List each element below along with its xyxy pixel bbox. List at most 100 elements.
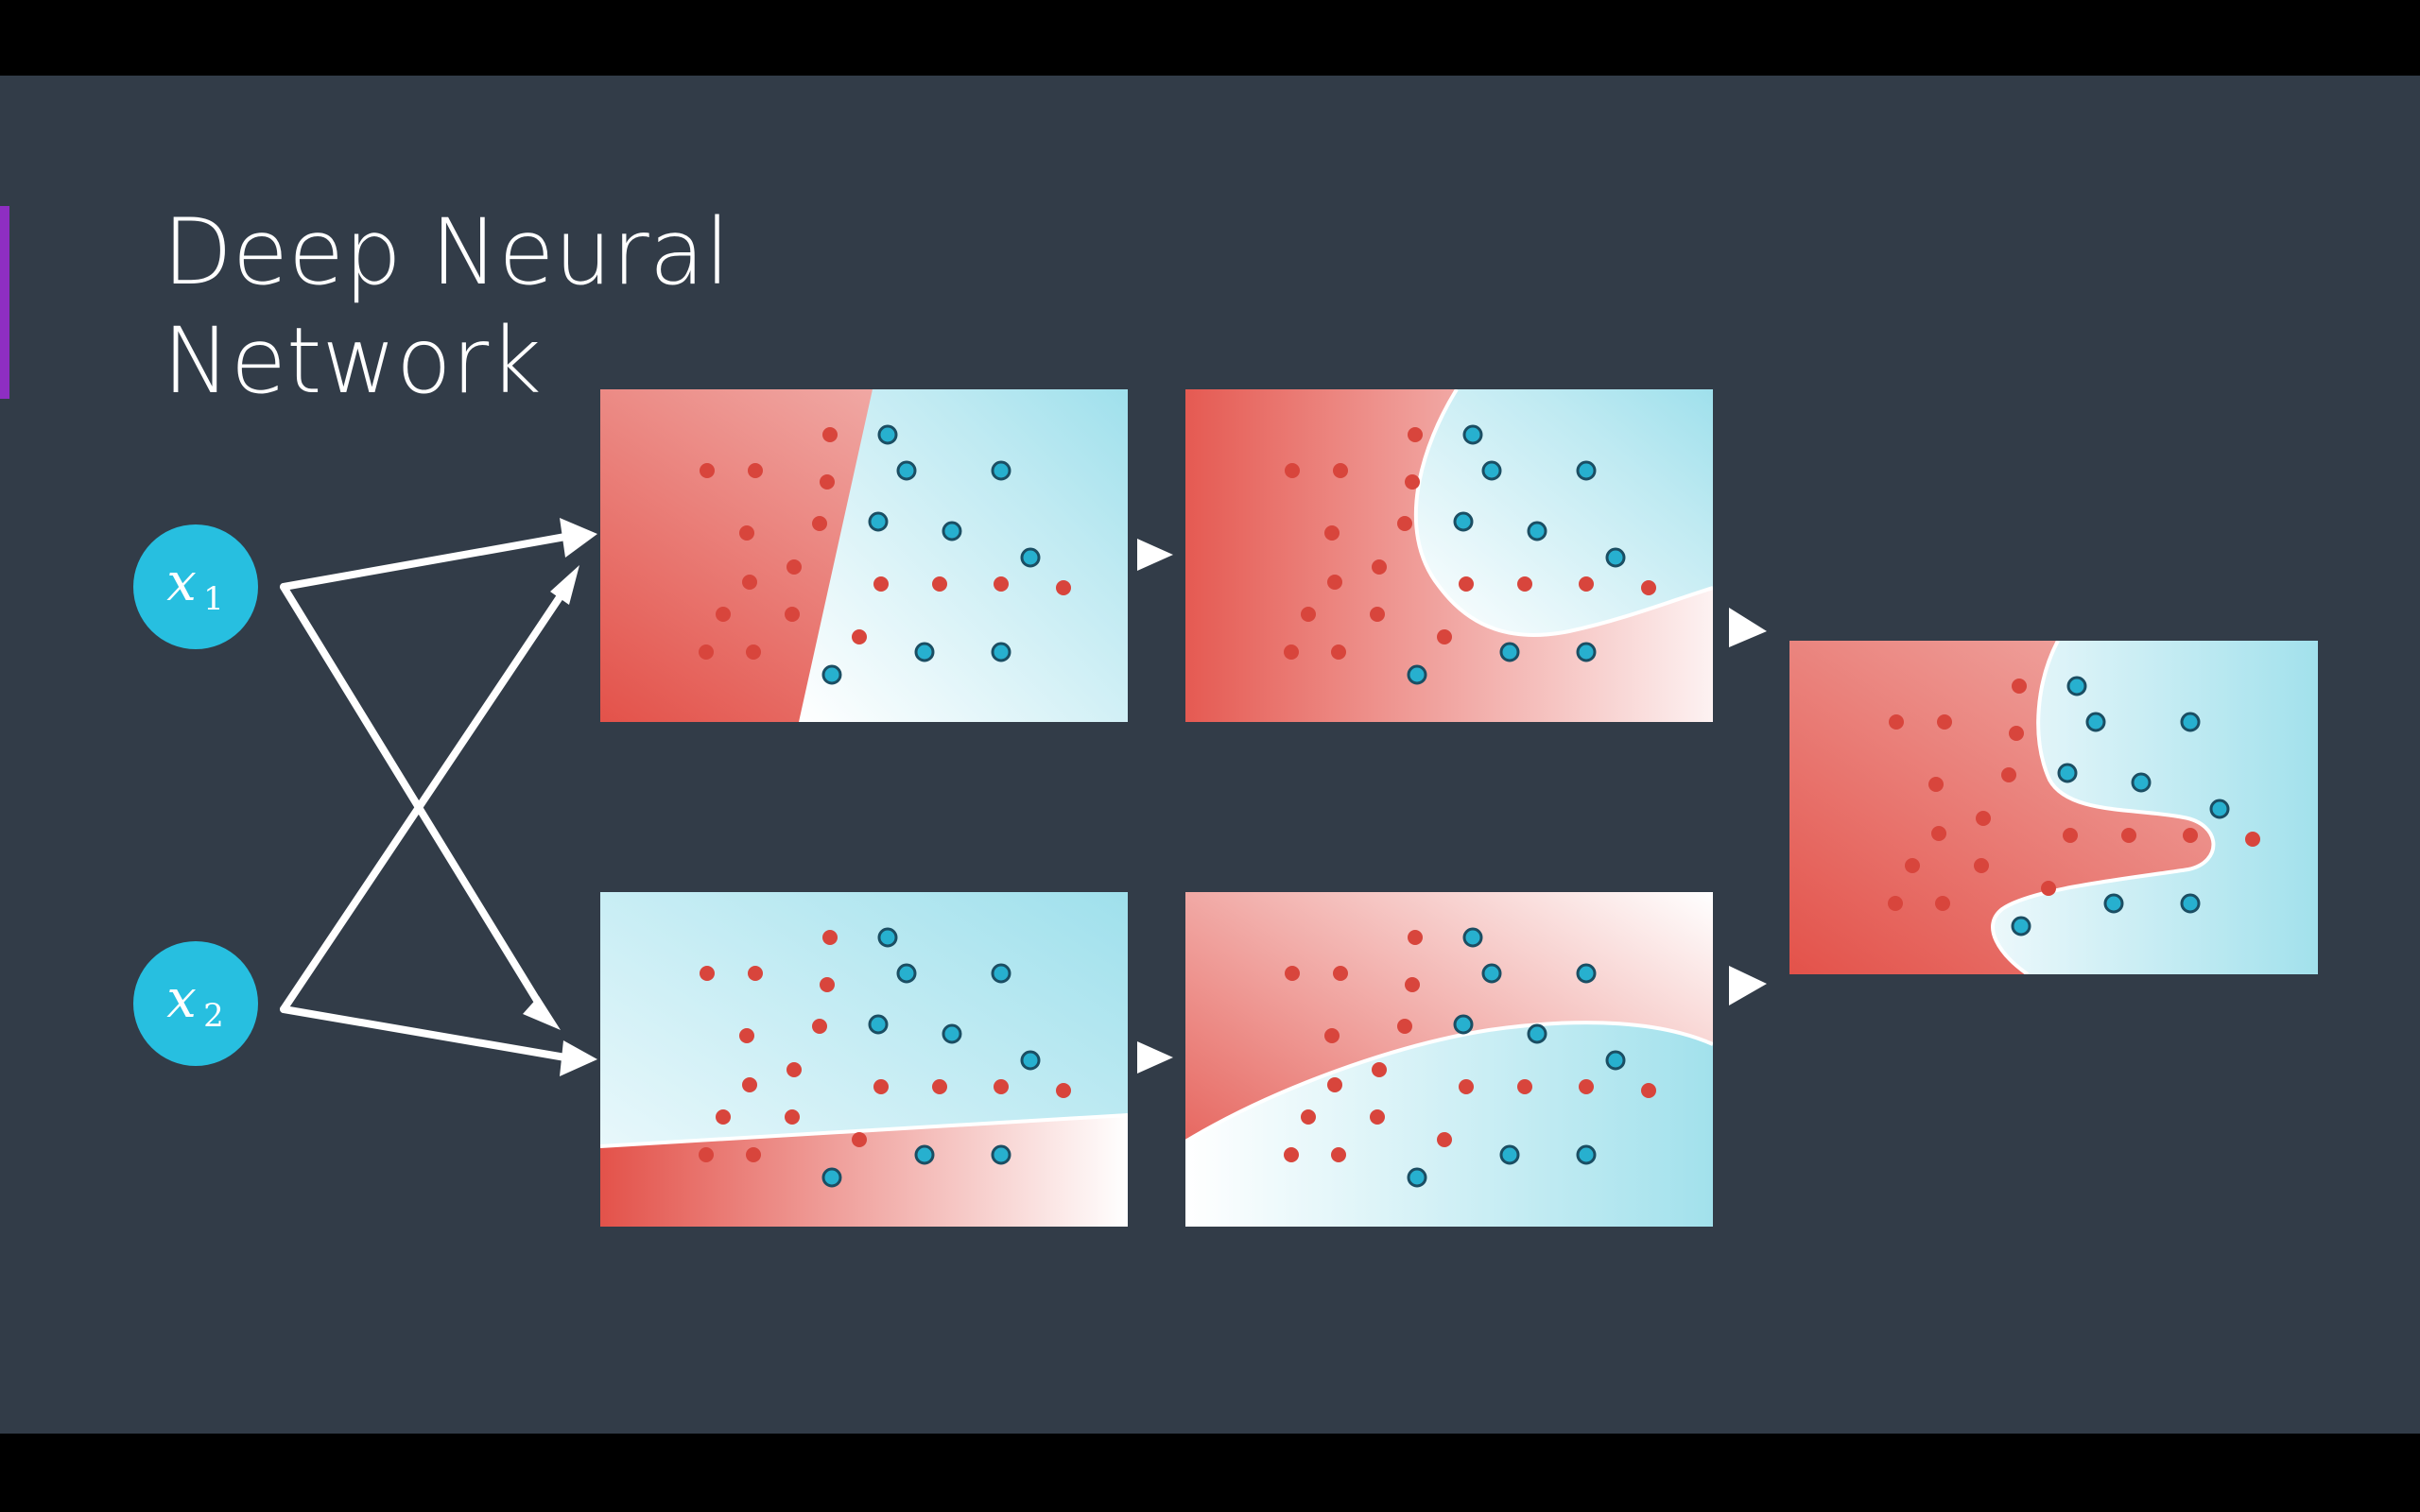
input-x2-subscript: 2 xyxy=(203,997,224,1035)
blue-point xyxy=(942,521,962,541)
blue-point xyxy=(991,642,1011,662)
blue-point xyxy=(868,1014,889,1035)
red-point xyxy=(1437,1132,1452,1147)
blue-point xyxy=(896,460,917,481)
blue-point xyxy=(896,963,917,984)
red-point xyxy=(932,1079,947,1094)
red-point xyxy=(1928,777,1944,792)
blue-point xyxy=(1020,1050,1041,1071)
blue-point xyxy=(1020,547,1041,568)
red-point xyxy=(1397,1019,1412,1034)
red-point xyxy=(852,629,867,644)
data-points xyxy=(699,424,2260,1188)
blue-point xyxy=(2180,712,2201,732)
blue-point xyxy=(1527,1023,1547,1044)
input-node-x1: x 1 xyxy=(133,524,258,649)
blue-point xyxy=(1499,1144,1520,1165)
red-point xyxy=(1284,1147,1299,1162)
panel-output xyxy=(1789,641,2318,974)
red-point xyxy=(1437,629,1452,644)
red-point xyxy=(1284,644,1299,660)
blue-point xyxy=(1605,1050,1626,1071)
red-point xyxy=(1333,463,1348,478)
title-line-2: Network xyxy=(163,308,542,414)
blue-point xyxy=(1453,1014,1474,1035)
input-x1-symbol: x xyxy=(166,552,197,613)
red-point xyxy=(1905,858,1920,873)
red-point xyxy=(852,1132,867,1147)
red-point xyxy=(873,576,889,592)
blue-point xyxy=(2057,763,2078,783)
panel-layer2-bottom xyxy=(1185,892,1713,1227)
red-point xyxy=(1397,516,1412,531)
red-point xyxy=(1301,1109,1316,1125)
red-point xyxy=(822,427,838,442)
red-point xyxy=(873,1079,889,1094)
red-point xyxy=(2183,828,2198,843)
red-point xyxy=(1888,896,1903,911)
arrow-panel3-to-output xyxy=(1729,608,1767,647)
layer-arrows xyxy=(1137,539,1767,1074)
blue-point xyxy=(1462,927,1483,948)
red-point xyxy=(739,525,754,541)
red-point xyxy=(932,576,947,592)
red-point xyxy=(1976,811,1991,826)
blue-point xyxy=(914,642,935,662)
red-point xyxy=(812,1019,827,1034)
red-point xyxy=(812,516,827,531)
blue-point xyxy=(2066,676,2087,696)
red-point xyxy=(820,474,835,490)
red-point xyxy=(748,463,763,478)
blue-point xyxy=(1481,460,1502,481)
blue-point xyxy=(877,927,898,948)
red-point xyxy=(994,1079,1009,1094)
red-point xyxy=(2121,828,2136,843)
red-point xyxy=(2012,679,2027,694)
red-point xyxy=(1324,1028,1340,1043)
blue-point xyxy=(991,460,1011,481)
red-point xyxy=(1459,1079,1474,1094)
red-point xyxy=(1331,644,1346,660)
red-point xyxy=(1459,576,1474,592)
red-point xyxy=(820,977,835,992)
panel-layer1-top xyxy=(600,389,1128,722)
input-connections xyxy=(280,533,571,1061)
input-x2-symbol: x xyxy=(166,969,197,1030)
blue-point xyxy=(2180,893,2201,914)
red-point xyxy=(1579,576,1594,592)
red-point xyxy=(1331,1147,1346,1162)
red-point xyxy=(746,1147,761,1162)
blue-point xyxy=(1481,963,1502,984)
red-point xyxy=(739,1028,754,1043)
red-point xyxy=(2063,828,2078,843)
red-point xyxy=(785,607,800,622)
blue-point xyxy=(1407,664,1427,685)
arrow-x2-to-bottom xyxy=(280,1005,569,1061)
red-point xyxy=(716,1109,731,1125)
red-point xyxy=(1405,474,1420,490)
input-node-x2: x 2 xyxy=(133,941,258,1066)
blue-point xyxy=(1462,424,1483,445)
blue-point xyxy=(868,511,889,532)
blue-point xyxy=(1576,963,1597,984)
red-point xyxy=(786,559,802,575)
accent-bar xyxy=(0,206,9,399)
blue-point xyxy=(942,1023,962,1044)
blue-point xyxy=(821,1167,842,1188)
panel-layer1-bottom xyxy=(600,892,1128,1227)
arrow-panel2-to-panel4 xyxy=(1137,1041,1173,1074)
red-point xyxy=(2009,726,2024,741)
blue-point xyxy=(821,664,842,685)
blue-point xyxy=(1453,511,1474,532)
red-point xyxy=(1056,580,1071,595)
blue-point xyxy=(2085,712,2106,732)
red-point xyxy=(1372,1062,1387,1077)
red-point xyxy=(1517,576,1532,592)
red-point xyxy=(1285,966,1300,981)
red-point xyxy=(2245,832,2260,847)
blue-point xyxy=(1499,642,1520,662)
blue-point xyxy=(914,1144,935,1165)
red-point xyxy=(700,463,715,478)
